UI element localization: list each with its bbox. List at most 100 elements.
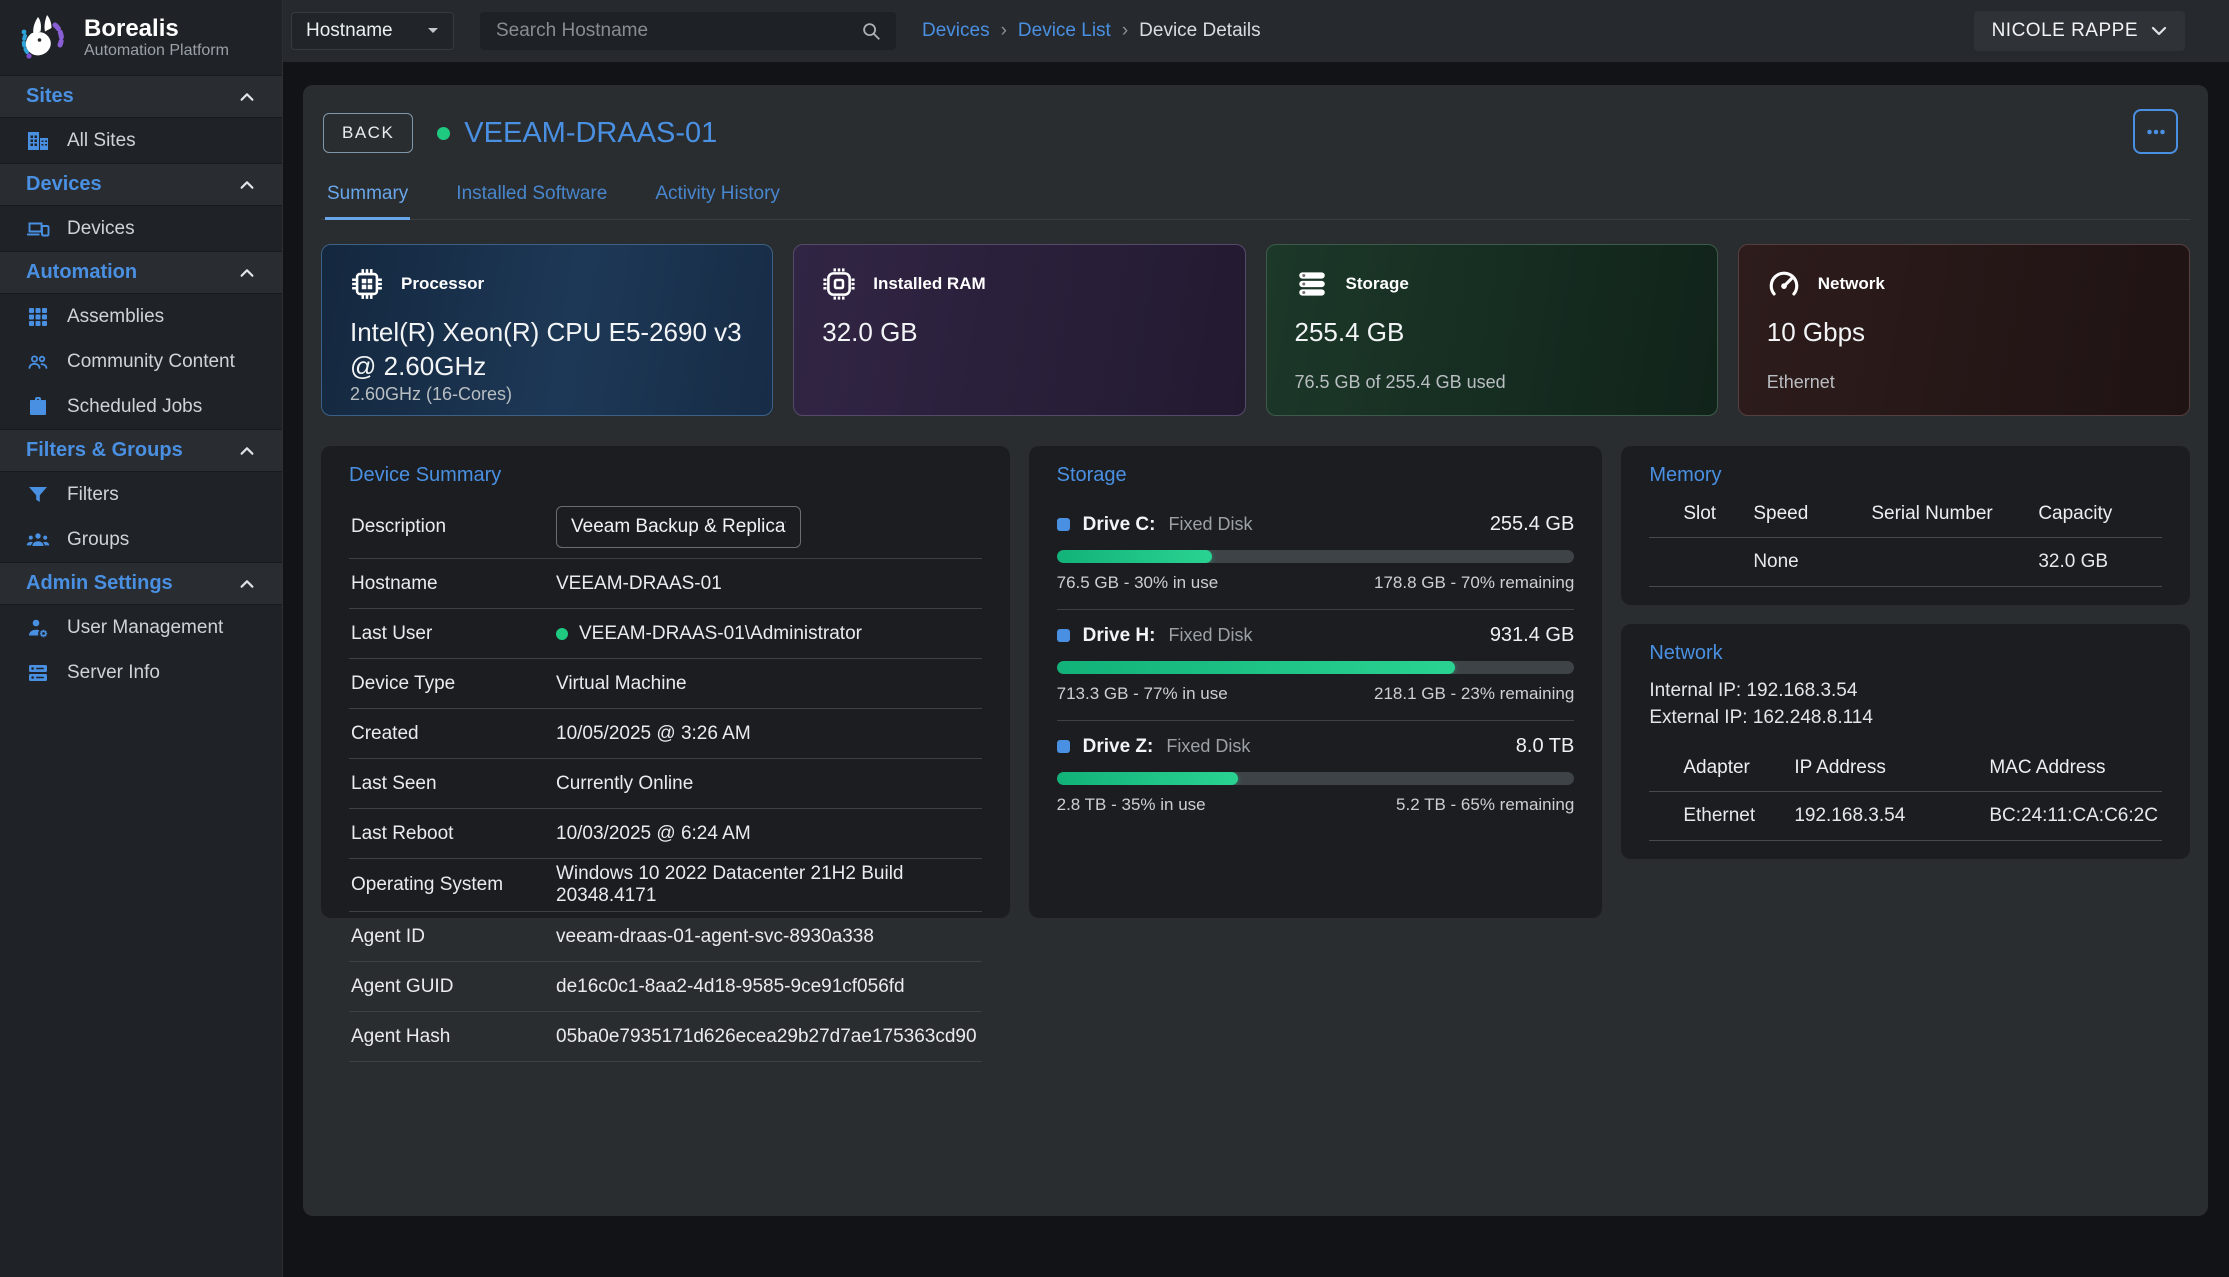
- disks-icon: [1295, 267, 1329, 301]
- storage-value: 255.4 GB: [1294, 317, 1405, 347]
- memory-speed: None: [1753, 551, 1799, 572]
- summary-row-agent-guid: Agent GUID de16c0c1-8aa2-4d18-9585-9ce91…: [349, 962, 982, 1012]
- sidebar-section-filters-groups[interactable]: Filters & Groups: [0, 429, 282, 472]
- drive-row-c: Drive C: Fixed Disk 255.4 GB 76.5 GB - 3…: [1056, 499, 1575, 610]
- panel-title: Device Summary: [349, 464, 502, 486]
- row-label: Agent GUID: [351, 975, 454, 997]
- search-icon[interactable]: [860, 20, 882, 42]
- row-label: Device Type: [351, 672, 456, 694]
- user-menu-button[interactable]: NICOLE RAPPE: [1973, 11, 2185, 51]
- panel-title: Storage: [1056, 464, 1127, 486]
- sidebar-item-assemblies[interactable]: Assemblies: [0, 294, 282, 339]
- drive-used-text: 76.5 GB - 30% in use: [1056, 573, 1219, 592]
- tab-activity-history[interactable]: Activity History: [655, 183, 780, 204]
- storage-panel: Storage Drive C: Fixed Disk 255.4 GB 76.…: [1028, 446, 1603, 918]
- row-value: VEEAM-DRAAS-01: [556, 572, 722, 594]
- back-button[interactable]: BACK: [323, 113, 414, 153]
- sidebar-item-label: Community Content: [67, 350, 235, 372]
- brand[interactable]: Borealis Automation Platform: [0, 0, 282, 75]
- sidebar-section-admin-settings[interactable]: Admin Settings: [0, 562, 282, 605]
- column-header: IP Address: [1794, 757, 1886, 778]
- row-value: 05ba0e7935171d626ecea29b27d7ae175363cd90: [556, 1025, 977, 1047]
- drive-usage-bar: [1056, 550, 1575, 563]
- sidebar-item-scheduled-jobs[interactable]: Scheduled Jobs: [0, 384, 282, 429]
- breadcrumb-devices[interactable]: Devices: [922, 20, 990, 41]
- breadcrumb-device-details: Device Details: [1139, 20, 1261, 41]
- section-label: Automation: [26, 261, 138, 283]
- breadcrumb-separator: ›: [1121, 20, 1129, 41]
- detail-panels: Device Summary Description Hostname VEEA…: [321, 446, 2190, 1062]
- summary-row-agent-hash: Agent Hash 05ba0e7935171d626ecea29b27d7a…: [349, 1012, 982, 1062]
- stat-cards: Processor Intel(R) Xeon(R) CPU E5-2690 v…: [321, 244, 2190, 416]
- summary-row-agent-id: Agent ID veeam-draas-01-agent-svc-8930a3…: [349, 912, 982, 962]
- sidebar: Borealis Automation Platform Sites All S…: [0, 0, 283, 1277]
- tab-bar: Summary Installed Software Activity Hist…: [321, 173, 2190, 220]
- drive-usage-fill: [1056, 772, 1238, 785]
- topbar: Hostname Devices › Device List › Device …: [283, 0, 2229, 62]
- breadcrumb-separator: ›: [1000, 20, 1007, 41]
- online-status-dot: [556, 627, 568, 640]
- network-table-row: Ethernet 192.168.3.54 BC:24:11:CA:C6:2C: [1649, 792, 2162, 841]
- sidebar-item-user-management[interactable]: User Management: [0, 605, 282, 650]
- storage-card: Storage 255.4 GB 76.5 GB of 255.4 GB use…: [1265, 244, 1718, 416]
- column-header: Slot: [1683, 503, 1717, 524]
- sidebar-section-sites[interactable]: Sites: [0, 75, 282, 118]
- sidebar-item-community-content[interactable]: Community Content: [0, 339, 282, 384]
- row-value: 10/03/2025 @ 6:24 AM: [556, 822, 751, 844]
- card-label: Installed RAM: [873, 274, 986, 293]
- drive-usage-bar: [1056, 661, 1575, 674]
- tab-summary[interactable]: Summary: [325, 173, 411, 220]
- tab-installed-software[interactable]: Installed Software: [456, 183, 608, 204]
- sidebar-item-groups[interactable]: Groups: [0, 517, 282, 562]
- installed-ram-card: Installed RAM 32.0 GB: [793, 244, 1246, 416]
- storage-sub: 76.5 GB of 255.4 GB used: [1294, 372, 1506, 392]
- devices-icon: [26, 217, 50, 241]
- drive-icon: [1056, 518, 1070, 531]
- network-card: Network 10 Gbps Ethernet: [1737, 244, 2190, 416]
- user-gear-icon: [26, 616, 50, 640]
- filter-icon: [26, 483, 50, 507]
- sidebar-item-devices[interactable]: Devices: [0, 206, 282, 251]
- borealis-logo-icon: [15, 10, 71, 66]
- breadcrumb-device-list[interactable]: Device List: [1017, 20, 1111, 41]
- online-status-dot: [437, 126, 451, 140]
- ram-value: 32.0 GB: [822, 317, 918, 347]
- memory-serial: [1871, 549, 2038, 575]
- chevron-up-icon: [238, 88, 256, 106]
- hostname-filter-select[interactable]: Hostname: [291, 12, 454, 50]
- column-header: Capacity: [2038, 503, 2113, 524]
- drive-remaining-text: 218.1 GB - 23% remaining: [1373, 684, 1575, 703]
- drive-usage-fill: [1056, 661, 1456, 674]
- server-icon: [26, 661, 50, 685]
- row-value: 10/05/2025 @ 3:26 AM: [556, 722, 751, 744]
- row-value: VEEAM-DRAAS-01\Administrator: [579, 622, 862, 644]
- sidebar-item-filters[interactable]: Filters: [0, 472, 282, 517]
- column-header: Speed: [1753, 503, 1809, 524]
- sidebar-item-label: Devices: [67, 217, 135, 239]
- drive-size: 255.4 GB: [1489, 513, 1575, 535]
- memory-table-row: None 32.0 GB: [1649, 538, 2162, 587]
- chevron-up-icon: [238, 264, 256, 282]
- drive-remaining-text: 5.2 TB - 65% remaining: [1396, 795, 1575, 814]
- card-label: Network: [1817, 274, 1885, 293]
- sidebar-section-automation[interactable]: Automation: [0, 251, 282, 294]
- search-input[interactable]: [494, 19, 860, 43]
- chevron-up-icon: [238, 575, 256, 593]
- row-label: Last Reboot: [351, 822, 454, 844]
- description-input[interactable]: [556, 505, 801, 548]
- processor-value: Intel(R) Xeon(R) CPU E5-2690 v3 @ 2.60GH…: [350, 317, 742, 381]
- processor-sub: 2.60GHz (16-Cores): [350, 383, 513, 404]
- network-table-header: Adapter IP Address MAC Address: [1649, 753, 2162, 792]
- column-header: Adapter: [1683, 757, 1750, 778]
- sidebar-item-server-info[interactable]: Server Info: [0, 650, 282, 695]
- more-actions-button[interactable]: [2133, 109, 2178, 154]
- gauge-icon: [1767, 267, 1801, 301]
- ellipsis-icon: [2143, 119, 2169, 145]
- drive-name: Drive Z:: [1082, 735, 1154, 757]
- brand-tagline: Automation Platform: [84, 42, 229, 60]
- sidebar-item-all-sites[interactable]: All Sites: [0, 118, 282, 163]
- memory-slot: [1649, 549, 1753, 575]
- section-label: Admin Settings: [26, 572, 173, 594]
- panel-title: Network: [1649, 642, 1723, 664]
- sidebar-section-devices[interactable]: Devices: [0, 163, 282, 206]
